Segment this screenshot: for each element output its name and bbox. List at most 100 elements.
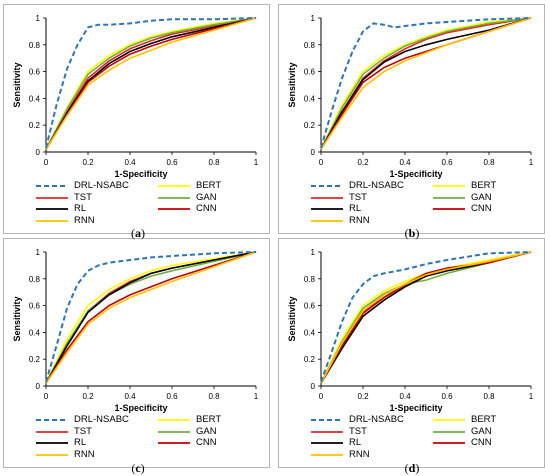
- series-line-cnn: [320, 251, 532, 384]
- legend-swatch: [311, 419, 343, 421]
- series-line-bert: [320, 17, 532, 150]
- x-tick-label: 0: [319, 158, 324, 167]
- y-tick-label: 1: [36, 248, 41, 257]
- y-tick-label: 0.2: [29, 121, 41, 130]
- legend-swatch: [311, 208, 343, 210]
- x-tick-label: 1: [529, 392, 534, 401]
- legend-swatch: [158, 430, 190, 433]
- legend-item-rl: RL: [36, 437, 156, 449]
- y-tick-label: 1: [311, 248, 316, 257]
- x-tick-label: 1: [254, 158, 259, 167]
- legend-item-drl-nsabc: DRL-NSABC: [311, 180, 431, 192]
- caption-b-text: b: [408, 226, 416, 240]
- legend-a: DRL-NSABC BERT TST GAN RL CNN RNN: [12, 180, 262, 231]
- legend-label: BERT: [196, 180, 222, 191]
- legend-item-gan: GAN: [158, 191, 278, 204]
- axes: 0 0.2 0.4 0.6 0.8 1 0 0.2 0.4 0.6 0.8 1: [29, 248, 259, 401]
- series-line-rnn: [45, 251, 257, 384]
- legend-label: TST: [349, 425, 367, 437]
- legend-swatch: [158, 196, 190, 199]
- legend-item-rl: RL: [311, 437, 431, 449]
- x-tick-label: 0.8: [208, 158, 220, 167]
- legend-swatch: [36, 185, 68, 187]
- y-axis-title: Sensitivity: [12, 62, 22, 107]
- legend-item-cnn: CNN: [158, 437, 278, 449]
- series-line-rnn: [45, 17, 257, 150]
- axes: 0 0.2 0.4 0.6 0.8 1 0 0.2 0.4 0.6 0.8 1: [304, 14, 534, 167]
- x-axis-title: 1-Specificity: [389, 169, 442, 179]
- series-line-rl: [320, 17, 532, 150]
- legend-label: GAN: [196, 191, 217, 203]
- legend-d: DRL-NSABC BERT TST GAN RL CNN RNN: [287, 414, 537, 465]
- legend-label: RNN: [74, 214, 95, 226]
- axes: 0 0.2 0.4 0.6 0.8 1 0 0.2 0.4 0.6 0.8 1: [29, 14, 259, 167]
- x-tick-label: 0.8: [483, 392, 495, 401]
- legend-swatch: [433, 208, 465, 210]
- legend-swatch: [36, 419, 68, 421]
- y-tick-label: 0.8: [29, 275, 41, 284]
- y-tick-label: 1: [311, 14, 316, 23]
- legend-label: TST: [74, 191, 92, 203]
- x-tick-label: 0.2: [357, 158, 369, 167]
- x-tick-label: 0.6: [166, 392, 178, 401]
- legend-swatch: [158, 442, 190, 444]
- x-tick-label: 0.2: [82, 158, 94, 167]
- x-tick-label: 0.6: [441, 392, 453, 401]
- series-line-drl-nsabc: [45, 17, 257, 149]
- x-tick-label: 0.6: [441, 158, 453, 167]
- y-tick-label: 0.6: [29, 302, 41, 311]
- series-line-bert: [45, 251, 257, 384]
- series-line-gan: [45, 17, 257, 150]
- legend-item-gan: GAN: [433, 191, 550, 204]
- roc-chart-b: 0 0.2 0.4 0.6 0.8 1 0 0.2 0.4 0.6 0.8 1 1-Specificit…: [287, 14, 534, 179]
- legend-item-bert: BERT: [433, 414, 550, 426]
- series-line-gan: [320, 251, 532, 384]
- caption-a-text: a: [135, 226, 141, 240]
- legend-swatch: [311, 196, 343, 199]
- legend-swatch: [433, 419, 465, 421]
- caption-c: (c): [131, 461, 145, 475]
- series-line-cnn: [45, 17, 257, 150]
- legend-swatch: [36, 453, 68, 456]
- legend-swatch: [311, 442, 343, 444]
- legend-swatch: [36, 196, 68, 199]
- series-line-tst: [320, 251, 532, 384]
- y-tick-label: 0.8: [29, 41, 41, 50]
- legend-item-bert: BERT: [158, 414, 278, 426]
- y-tick-label: 0: [311, 382, 316, 391]
- x-tick-label: 1: [529, 158, 534, 167]
- legend-item-gan: GAN: [433, 425, 550, 438]
- legend-item-tst: TST: [36, 191, 156, 204]
- legend-swatch: [36, 219, 68, 222]
- legend-label: BERT: [196, 414, 222, 425]
- y-axis-title: Sensitivity: [12, 296, 22, 341]
- legend-swatch: [158, 419, 190, 421]
- legend-label: DRL-NSABC: [349, 180, 404, 191]
- legend-item-gan: GAN: [158, 425, 278, 438]
- legend-swatch: [158, 208, 190, 210]
- legend-label: RL: [349, 203, 362, 214]
- x-tick-label: 0: [319, 392, 324, 401]
- legend-label: RNN: [349, 214, 370, 226]
- y-axis-title: Sensitivity: [287, 62, 297, 107]
- caption-d: (d): [404, 461, 420, 475]
- chart-panel-a: 0 0.2 0.4 0.6 0.8 1 0 0.2 0.4 0.6 0.8 1 1-Specificit…: [3, 4, 270, 234]
- legend-item-rl: RL: [311, 203, 431, 215]
- legend-c: DRL-NSABC BERT TST GAN RL CNN RNN: [12, 414, 262, 465]
- x-tick-label: 0: [44, 392, 49, 401]
- legend-label: RL: [74, 203, 87, 214]
- y-tick-label: 0.6: [29, 68, 41, 77]
- series-line-drl-nsabc: [320, 17, 532, 149]
- legend-label: GAN: [196, 425, 217, 437]
- legend-item-tst: TST: [311, 192, 431, 204]
- x-tick-label: 0.4: [124, 392, 136, 401]
- legend-label: GAN: [471, 425, 492, 437]
- y-tick-label: 0.4: [304, 94, 316, 103]
- x-tick-label: 0.4: [124, 158, 136, 167]
- legend-item-drl-nsabc: DRL-NSABC: [311, 414, 431, 426]
- series-line-bert: [320, 251, 532, 384]
- y-tick-label: 1: [36, 14, 41, 23]
- series-line-drl-nsabc: [45, 251, 257, 383]
- legend-label: DRL-NSABC: [74, 414, 129, 425]
- legend-label: GAN: [471, 191, 492, 203]
